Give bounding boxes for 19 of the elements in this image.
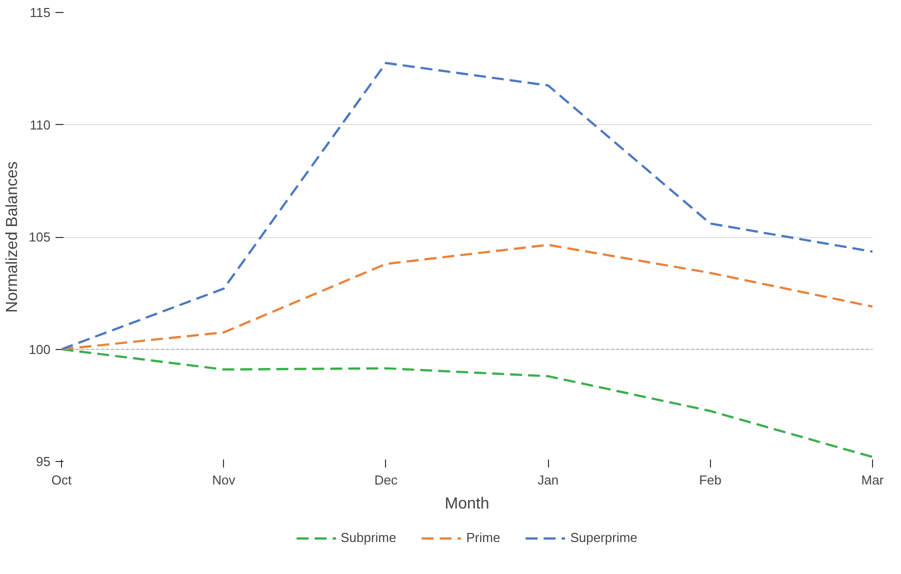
x-tick-label: Jan [538,472,559,488]
y-tick-label: 100 [28,342,51,357]
line-series [62,62,872,350]
x-tick-label: Feb [699,472,722,488]
legend-label: Subprime [340,530,396,545]
line-series [62,348,872,458]
legend-label: Superprime [570,530,638,545]
y-tick-label: 110 [30,117,51,132]
y-tick-label: 95 [36,454,51,469]
x-tick-label: Oct [51,472,72,488]
x-tick-label: Nov [212,472,236,488]
x-axis-title: Month [444,496,490,512]
y-axis-title: Normalized Balances [4,161,21,313]
legend-label: Prime [466,530,500,545]
x-tick-label: Dec [374,472,398,488]
x-tick-label: Mar [861,472,884,488]
y-tick-label: 115 [30,5,51,20]
line-series [62,244,872,350]
y-tick-label: 105 [28,230,51,244]
